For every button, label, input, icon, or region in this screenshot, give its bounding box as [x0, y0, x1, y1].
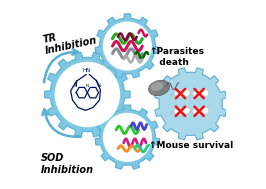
Text: TR
Inhibition: TR Inhibition — [42, 24, 99, 56]
Ellipse shape — [174, 90, 187, 97]
Ellipse shape — [193, 108, 205, 115]
Text: N: N — [86, 84, 89, 88]
Circle shape — [103, 22, 152, 71]
Polygon shape — [45, 52, 130, 137]
Polygon shape — [155, 68, 227, 140]
Circle shape — [183, 90, 190, 96]
Circle shape — [55, 62, 120, 127]
Circle shape — [163, 76, 219, 132]
Circle shape — [103, 113, 152, 162]
Text: ↑Parasites
   death: ↑Parasites death — [150, 47, 205, 67]
Circle shape — [183, 107, 190, 114]
Text: N: N — [97, 84, 101, 88]
Ellipse shape — [148, 80, 170, 96]
Polygon shape — [95, 14, 160, 78]
Text: HN: HN — [82, 68, 90, 73]
Polygon shape — [95, 105, 160, 169]
Text: N: N — [74, 84, 77, 88]
Ellipse shape — [174, 108, 187, 115]
Ellipse shape — [193, 90, 205, 97]
Circle shape — [202, 107, 209, 114]
Circle shape — [202, 90, 209, 96]
Ellipse shape — [151, 82, 163, 91]
Text: ↑Mouse survival: ↑Mouse survival — [149, 141, 233, 150]
Text: SOD
Inhibition: SOD Inhibition — [41, 153, 94, 175]
